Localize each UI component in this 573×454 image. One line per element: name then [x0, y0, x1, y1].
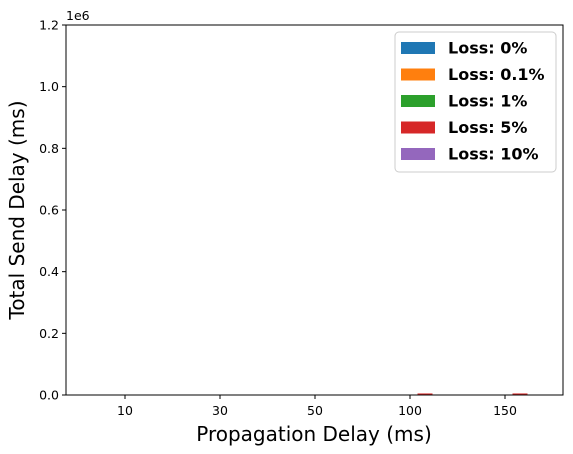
y-offset-label: 1e6 [66, 8, 90, 23]
x-tick-label: 30 [212, 403, 228, 418]
x-tick-label: 50 [307, 403, 323, 418]
legend-swatch [401, 95, 435, 107]
bar [417, 393, 433, 395]
legend-swatch [401, 148, 435, 160]
y-tick-label: 1.2 [39, 18, 59, 33]
y-tick-label: 1.0 [39, 79, 59, 94]
legend-label: Loss: 10% [448, 145, 539, 164]
legend-swatch [401, 68, 435, 81]
bars-layer [417, 393, 528, 395]
x-tick-label: 100 [398, 403, 422, 418]
y-tick-label: 0.8 [39, 141, 59, 156]
legend-label: Loss: 0.1% [448, 65, 545, 84]
legend-box [394, 31, 557, 173]
y-tick-label: 0.0 [39, 388, 59, 403]
legend-swatch [401, 42, 435, 54]
y-tick-label: 0.6 [39, 203, 59, 218]
legend-label: Loss: 1% [448, 92, 527, 111]
y-axis: 0.0 0.2 0.4 0.6 0.8 1.0 1.2 [39, 18, 66, 403]
y-tick-label: 0.2 [39, 326, 59, 341]
x-tick-label: 150 [493, 403, 517, 418]
legend: Loss: 0% Loss: 0.1% Loss: 1% Loss: 5% Loss: … [394, 31, 557, 173]
x-axis: 10 30 50 100 150 [117, 395, 517, 418]
x-axis-label: Propagation Delay (ms) [196, 422, 432, 446]
legend-label: Loss: 0% [448, 39, 527, 58]
x-tick-label: 10 [117, 403, 133, 418]
y-tick-label: 0.4 [39, 264, 59, 279]
bar [512, 393, 528, 395]
y-axis-label: Total Send Delay (ms) [5, 100, 29, 320]
legend-label: Loss: 5% [448, 118, 527, 137]
legend-swatch [401, 121, 435, 134]
